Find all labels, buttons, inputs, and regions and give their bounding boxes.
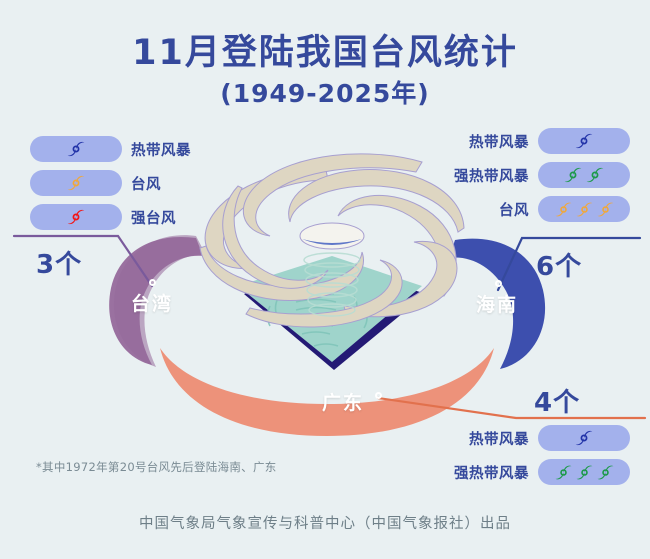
guangdong-arc-shape	[160, 348, 494, 436]
hainan-arc-shape	[449, 238, 546, 369]
cyclone-eye-water	[302, 239, 362, 245]
page-title: 11月登陆我国台风统计	[132, 33, 518, 73]
guangdong-connector-line	[376, 396, 647, 420]
typhoon-icon	[555, 202, 571, 216]
legend-row-guangdong-0: 热带风暴	[420, 425, 630, 451]
typhoon-icon	[555, 465, 571, 479]
typhoon-icon	[575, 133, 593, 149]
legend-row-guangdong-1: 强热带风暴	[420, 459, 630, 485]
typhoon-icon	[597, 465, 613, 479]
typhoon-illustration	[199, 153, 465, 370]
taiwan-connector-line	[12, 234, 154, 288]
province-label-hainan: 海南	[476, 294, 519, 316]
page-subtitle: (1949-2025年)	[220, 79, 430, 108]
legend-row-taiwan-2: 强台风	[30, 204, 176, 230]
taiwan-marker-dot	[149, 279, 156, 286]
province-label-guangdong: 广东	[322, 392, 365, 414]
legend-pill-guangdong-0[interactable]	[538, 425, 630, 451]
eye-updraft-column	[303, 252, 361, 317]
typhoon-icon	[67, 209, 85, 225]
legend-label: 热带风暴	[469, 431, 529, 448]
cyclone-eye	[299, 222, 365, 250]
typhoon-icon	[67, 175, 85, 191]
legend-pill-taiwan-0[interactable]	[30, 136, 122, 162]
typhoon-icon	[576, 202, 592, 216]
taiwan-arc-shape-2	[113, 235, 206, 367]
typhoon-icon	[575, 430, 593, 446]
typhoon-icon	[586, 167, 604, 183]
legend-label: 强台风	[131, 210, 176, 227]
legend-pill-hainan-2[interactable]	[538, 196, 630, 222]
legend-label: 热带风暴	[469, 134, 529, 151]
footnote-text: *其中1972年第20号台风先后登陆海南、广东	[36, 460, 277, 474]
legend-row-hainan-1: 强热带风暴	[420, 162, 630, 188]
typhoon-icon	[67, 141, 85, 157]
hainan-marker-dot	[495, 280, 502, 287]
legend-label: 台风	[499, 202, 529, 219]
legend-pill-guangdong-1[interactable]	[538, 459, 630, 485]
legend-pill-taiwan-1[interactable]	[30, 170, 122, 196]
province-label-taiwan: 台湾	[131, 293, 174, 315]
legend-row-taiwan-0: 热带风暴	[30, 136, 191, 162]
legend-label: 台风	[131, 176, 161, 193]
legend-pill-hainan-1[interactable]	[538, 162, 630, 188]
legend-label: 强热带风暴	[454, 465, 529, 482]
count-hainan: 6个	[536, 252, 583, 282]
count-guangdong: 4个	[534, 388, 581, 418]
typhoon-icon	[564, 167, 582, 183]
footer-credit: 中国气象局气象宣传与科普中心（中国气象报社）出品	[139, 516, 511, 532]
legend-label: 强热带风暴	[454, 168, 529, 185]
legend-row-taiwan-1: 台风	[30, 170, 161, 196]
typhoon-icon	[576, 465, 592, 479]
legend-pill-hainan-0[interactable]	[538, 128, 630, 154]
count-taiwan: 3个	[36, 250, 83, 280]
legend-label: 热带风暴	[131, 142, 191, 159]
typhoon-icon	[597, 202, 613, 216]
hainan-connector-line	[496, 236, 642, 292]
legend-row-hainan-2: 台风	[435, 196, 630, 222]
guangdong-marker-dot	[375, 392, 382, 399]
legend-pill-taiwan-2[interactable]	[30, 204, 122, 230]
legend-row-hainan-0: 热带风暴	[435, 128, 630, 154]
